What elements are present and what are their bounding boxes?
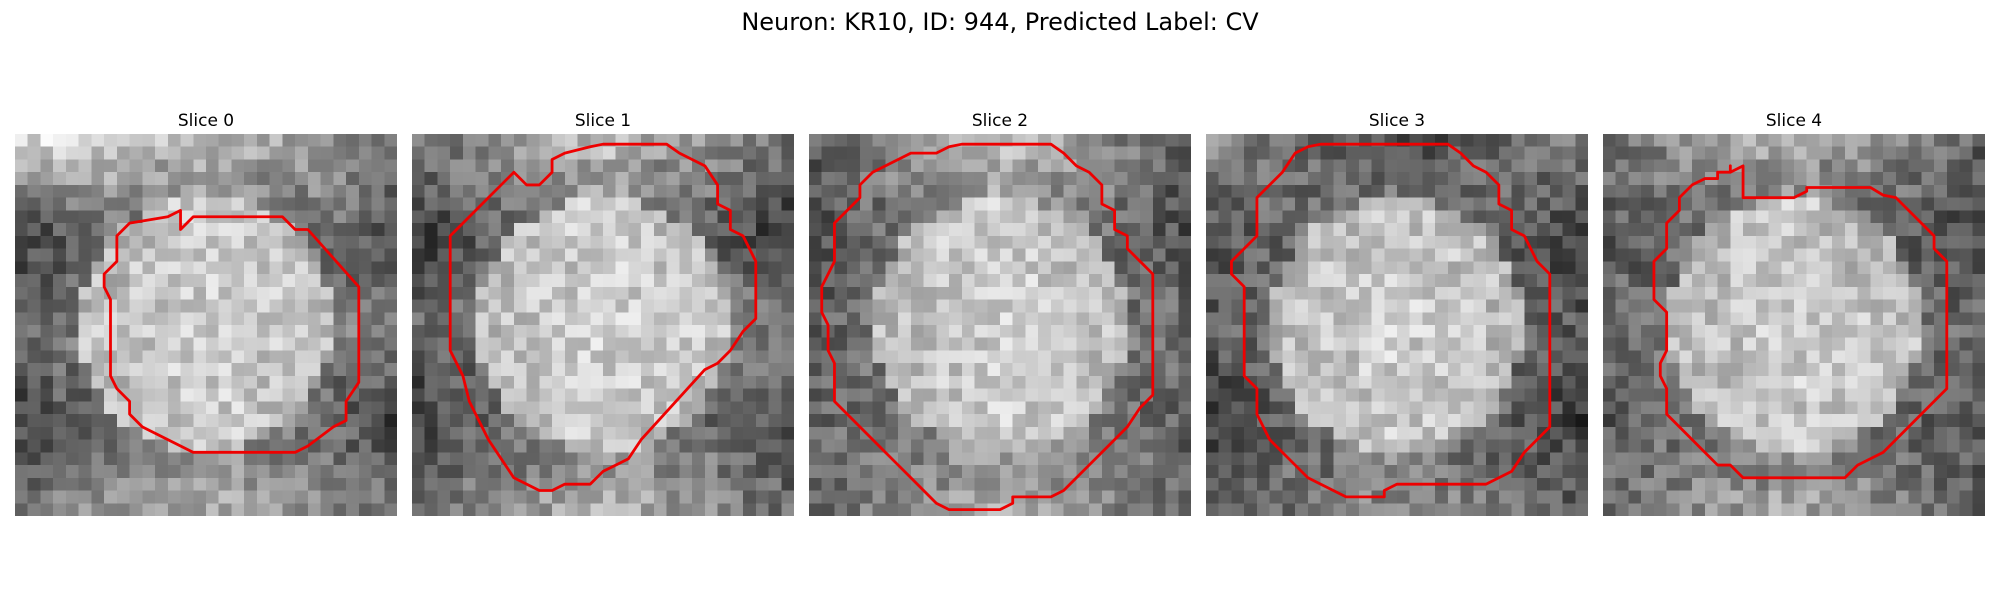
panel-slice-4: Slice 4 <box>1603 108 1985 516</box>
slice-image <box>809 134 1191 516</box>
pixel-grid <box>1603 134 1985 516</box>
segmentation-contour <box>448 142 758 492</box>
slice-image <box>1603 134 1985 516</box>
panel-slice-0: Slice 0 <box>15 108 397 516</box>
figure-title: Neuron: KR10, ID: 944, Predicted Label: … <box>741 8 1259 36</box>
pixel-grid <box>412 134 794 516</box>
pixel-grid <box>809 134 1191 516</box>
slice-image <box>15 134 397 516</box>
slice-image <box>412 134 794 516</box>
panel-title: Slice 1 <box>574 111 632 131</box>
segmentation-contour <box>102 208 361 454</box>
segmentation-contour <box>1652 164 1949 480</box>
panel-title: Slice 2 <box>971 111 1029 131</box>
segmentation-contour <box>1230 142 1552 499</box>
panel-title: Slice 4 <box>1765 111 1823 131</box>
panel-title: Slice 0 <box>177 111 235 131</box>
panel-slice-3: Slice 3 <box>1206 108 1588 516</box>
slice-image <box>1206 134 1588 516</box>
panel-slice-2: Slice 2 <box>809 108 1191 516</box>
panel-slice-1: Slice 1 <box>412 108 794 516</box>
segmentation-contour <box>820 142 1155 512</box>
panel-title: Slice 3 <box>1368 111 1426 131</box>
pixel-grid <box>15 134 397 516</box>
